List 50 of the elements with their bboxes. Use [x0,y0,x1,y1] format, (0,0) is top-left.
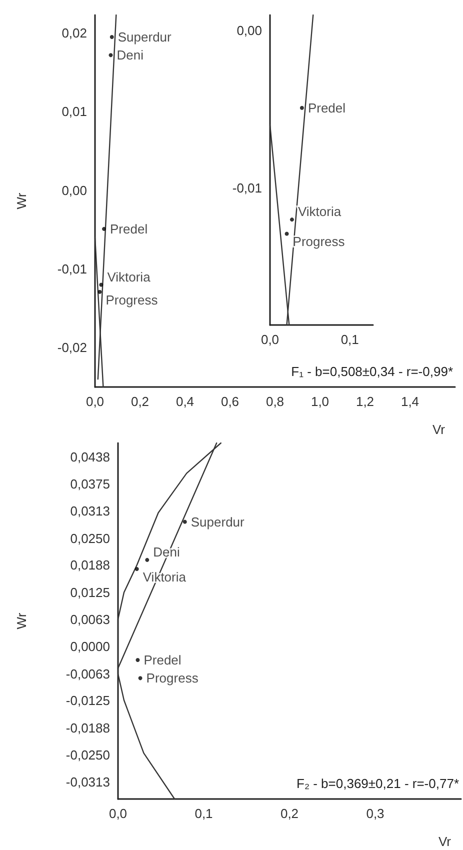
series-label: Predel [308,100,346,116]
y-tick-label: 0,00 [62,182,87,198]
y-tick-label: -0,01 [232,180,262,196]
y-tick-label: 0,00 [236,23,262,38]
x-tick-label: 1,0 [310,394,330,409]
x-tick-label: 1,2 [356,394,374,409]
series-label: Deni [116,48,144,63]
y-tick-label: -0,0125 [66,693,110,708]
x-tick-label: 0,4 [176,394,194,409]
x-axis-title: Vr [432,422,446,437]
y-tick-label: 0,02 [62,26,87,41]
y-axis-title: Wr [14,612,29,630]
x-tick-label: 0,0 [260,332,280,347]
annotation: F₂ - b=0,369±0,21 - r=-0,77* [296,776,460,791]
y-tick-label: 0,0125 [70,584,110,600]
y-tick-label: -0,0063 [66,666,110,682]
series-label: Progress [146,670,199,686]
series-label: Predel [110,221,148,236]
y-tick-label: 0,0313 [70,503,110,518]
x-tick-label: 0,2 [280,806,299,821]
y-tick-label: -0,0313 [66,774,110,790]
x-tick-label: 0,6 [220,394,240,409]
series-label: Progress [106,292,158,308]
y-tick-label: -0,02 [57,340,87,356]
x-axis-title: Vr [438,834,452,849]
y-tick-label: -0,0250 [66,747,110,762]
y-tick-label: 0,0438 [70,449,110,464]
y-tick-label: -0,0188 [66,720,110,736]
y-axis-title: Wr [14,192,29,210]
y-tick-label: 0,0375 [70,476,110,492]
annotation: F₁ - b=0,508±0,34 - r=-0,99* [291,364,454,379]
series-label: Viktoria [107,269,152,284]
series-label: Superdur [190,514,246,530]
series-label: Predel [144,652,182,668]
x-tick-label: 0,1 [340,332,359,347]
y-tick-label: 0,0000 [70,639,110,654]
x-tick-label: 0,1 [194,806,213,821]
y-tick-label: 0,0250 [70,530,110,546]
series-label: Superdur [118,30,172,45]
x-tick-label: 0,0 [86,394,104,409]
x-tick-label: 1,4 [400,394,420,409]
x-tick-label: 0,8 [266,394,284,409]
x-tick-label: 0,3 [366,806,384,821]
y-tick-label: 0,0063 [70,612,110,627]
x-tick-label: 0,0 [108,806,128,821]
y-tick-label: -0,01 [57,262,87,277]
series-label: Viktoria [298,204,342,220]
y-tick-label: 0,0188 [70,558,110,573]
y-tick-label: 0,01 [62,104,87,120]
x-tick-label: 0,2 [130,394,150,409]
